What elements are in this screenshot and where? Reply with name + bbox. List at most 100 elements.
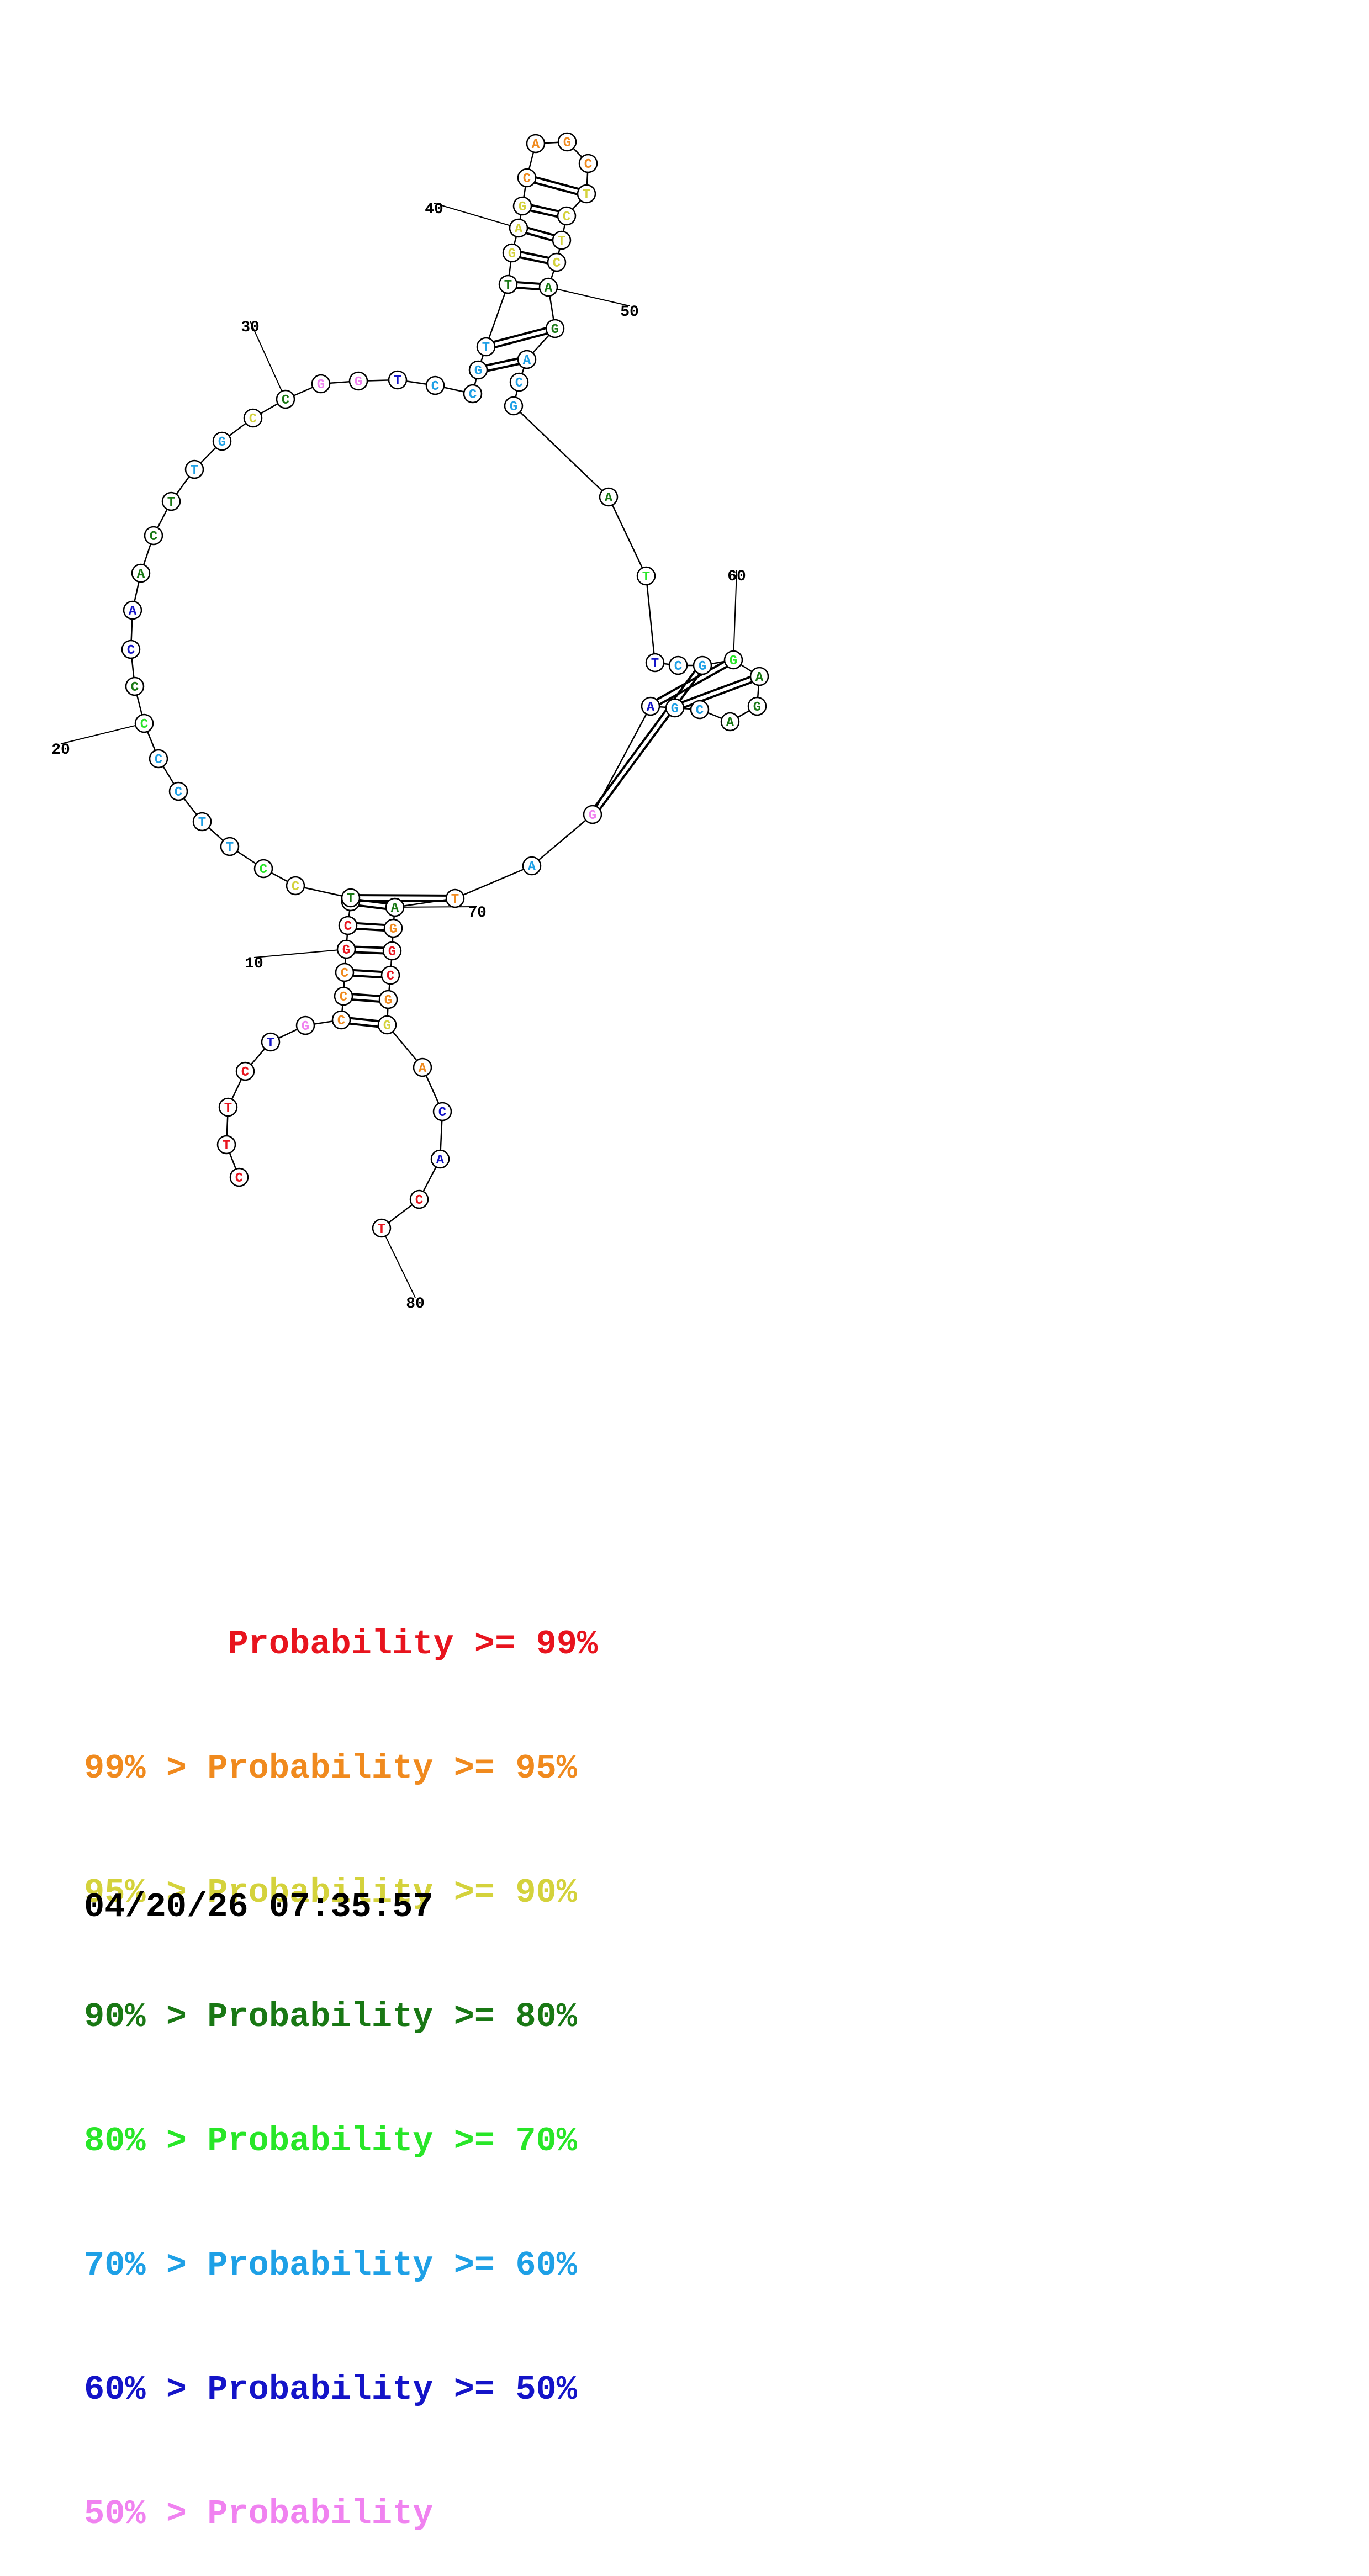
nucleotide-letter: T xyxy=(583,188,590,203)
nucleotide-circle xyxy=(335,962,355,982)
nucleotide-circle xyxy=(286,876,305,896)
legend-entry-p50: 60% > Probability >= 50% xyxy=(84,2370,577,2409)
nucleotide: G xyxy=(382,941,402,961)
nucleotide-circle xyxy=(749,667,769,686)
nucleotide-circle xyxy=(218,1097,238,1117)
nucleotide-circle xyxy=(583,805,602,824)
nucleotide-circle xyxy=(468,360,488,380)
nucleotide-circle xyxy=(192,812,212,832)
nucleotide: C xyxy=(286,876,305,896)
nucleotide-circle xyxy=(445,888,465,908)
nucleotide-letter: A xyxy=(515,222,523,237)
legend-entry-p90: 95% > Probability >= 90% xyxy=(84,1873,577,1912)
legend-entry-plow: 50% > Probability xyxy=(84,2494,434,2533)
position-tick-line xyxy=(60,723,145,744)
nucleotide-letter: T xyxy=(482,341,490,356)
nucleotide: T xyxy=(216,1135,236,1155)
position-tick-line xyxy=(253,949,347,958)
nucleotide: C xyxy=(517,168,537,188)
nucleotide: A xyxy=(509,218,528,238)
nucleotide-letter: C xyxy=(337,1014,345,1029)
nucleotide: C xyxy=(229,1167,249,1187)
nucleotide-circle xyxy=(385,897,405,917)
nucleotide-circle xyxy=(512,196,532,216)
nucleotide: C xyxy=(380,965,400,985)
nucleotide-circle xyxy=(538,277,558,297)
base-pair-line xyxy=(673,673,759,707)
nucleotide-letter: G xyxy=(355,375,362,390)
nucleotide-letter: G xyxy=(218,435,226,450)
nucleotide-letter: C xyxy=(387,969,394,984)
nucleotide-circle xyxy=(476,337,496,357)
nucleotide: A xyxy=(385,897,405,917)
nucleotide: C xyxy=(276,389,295,409)
nucleotide-circle xyxy=(334,986,353,1006)
nucleotide-circle xyxy=(693,655,712,675)
nucleotide: C xyxy=(149,749,168,769)
nucleotide: C xyxy=(463,384,483,404)
nucleotide-letter: C xyxy=(431,379,439,394)
nucleotide: T xyxy=(184,459,204,479)
nucleotide-circle xyxy=(720,712,740,732)
base-pair-line xyxy=(526,179,586,198)
position-tick-line xyxy=(733,570,737,660)
nucleotide-letter: A xyxy=(647,700,655,715)
nucleotide-letter: G xyxy=(551,322,559,337)
nucleotide: T xyxy=(445,888,465,908)
nucleotide: C xyxy=(409,1189,429,1209)
nucleotide: G xyxy=(723,650,743,670)
nucleotide: T xyxy=(498,274,518,294)
position-label-40: 40 xyxy=(425,201,443,218)
nucleotide-circle xyxy=(463,384,483,404)
nucleotide-letter: T xyxy=(651,657,659,671)
nucleotide-letter: A xyxy=(755,670,764,685)
nucleotide: G xyxy=(348,371,368,391)
nucleotide: T xyxy=(645,653,665,673)
nucleotide-letter: C xyxy=(696,703,704,718)
nucleotide-letter: T xyxy=(504,278,512,293)
nucleotide-letter: G xyxy=(510,400,517,415)
nucleotide-letter: T xyxy=(223,1139,230,1154)
nucleotide: T xyxy=(192,812,212,832)
position-ticks: 10 20 30 40 50 60 70 80 xyxy=(51,201,746,1313)
nucleotide-circle xyxy=(547,252,567,272)
nucleotide-letter: A xyxy=(419,1061,427,1076)
nucleotide-circle xyxy=(636,566,656,586)
nucleotide-letter: T xyxy=(378,1222,385,1237)
nucleotide: G xyxy=(336,939,356,959)
nucleotide-letter: C xyxy=(415,1193,423,1208)
position-label-80: 80 xyxy=(406,1295,425,1313)
nucleotide-circle xyxy=(545,319,565,338)
nucleotide-circle xyxy=(498,274,518,294)
nucleotide: T xyxy=(636,566,656,586)
nucleotide: G xyxy=(377,1015,397,1035)
nucleotide: G xyxy=(512,196,532,216)
nucleotide: T xyxy=(218,1097,238,1117)
nucleotide-letter: C xyxy=(469,388,477,403)
nucleotide-circle xyxy=(645,653,665,673)
nucleotide: G xyxy=(212,431,232,451)
nucleotide-circle xyxy=(517,168,537,188)
nucleotide: C xyxy=(134,713,154,733)
nucleotide-circle xyxy=(331,1010,351,1030)
nucleotide-letter: C xyxy=(341,966,348,981)
nucleotide-circle xyxy=(723,650,743,670)
nucleotide-circle xyxy=(378,990,398,1009)
nucleotide: T xyxy=(261,1032,281,1052)
nucleotide-letter: G xyxy=(388,945,396,960)
nucleotide-circle xyxy=(276,389,295,409)
nucleotide: A xyxy=(538,277,558,297)
nucleotide: T xyxy=(476,337,496,357)
position-label-10: 10 xyxy=(245,955,263,972)
probability-legend: Probability >= 99% 99% > Probability >= … xyxy=(84,1541,598,2576)
nucleotide-letter: C xyxy=(523,172,531,187)
base-pair-line xyxy=(651,661,736,710)
position-tick-line xyxy=(381,1228,416,1298)
nucleotide-circle xyxy=(517,350,537,369)
base-pair-line xyxy=(486,330,556,351)
nucleotide-circle xyxy=(134,713,154,733)
base-pair-line xyxy=(675,678,761,712)
nucleotide: G xyxy=(468,360,488,380)
nucleotide-circle xyxy=(338,916,358,935)
